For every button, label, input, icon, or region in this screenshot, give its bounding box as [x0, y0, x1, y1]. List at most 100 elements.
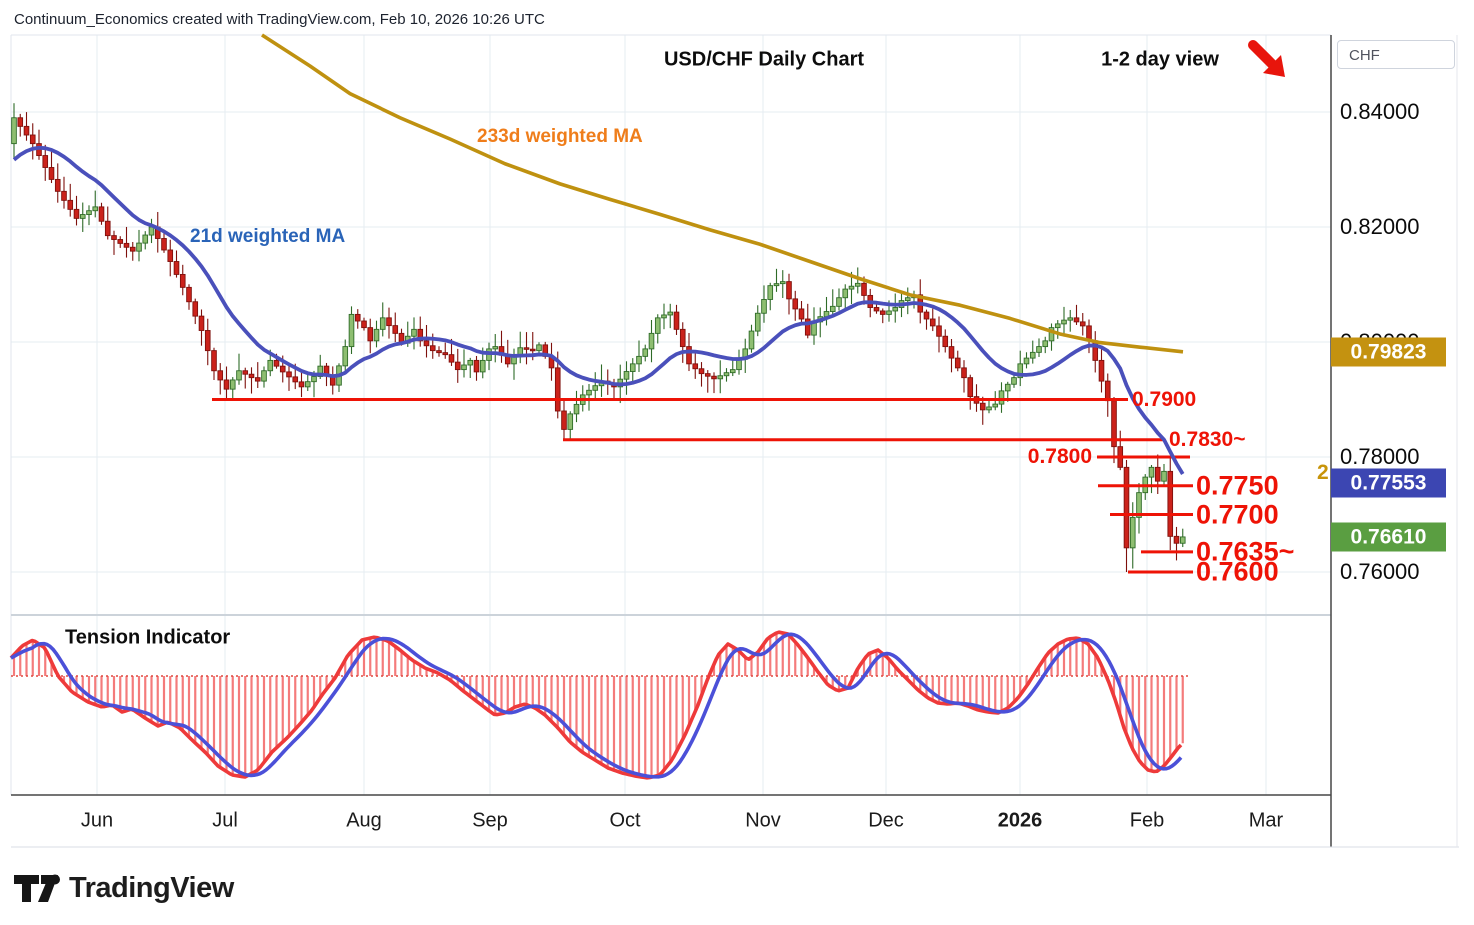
- candle-down: [129, 246, 136, 252]
- candle-down: [354, 313, 361, 322]
- candle-down: [792, 298, 799, 310]
- candle-down: [967, 377, 974, 398]
- candle-up: [842, 288, 849, 299]
- candle-up: [1011, 377, 1017, 385]
- candle-up: [779, 281, 786, 285]
- candle-down: [54, 178, 61, 192]
- candle-down: [73, 208, 80, 219]
- candle-up: [717, 375, 724, 380]
- candle-down: [454, 361, 461, 371]
- candle-down: [679, 328, 686, 348]
- candle-up: [654, 317, 661, 334]
- candle-up: [136, 242, 142, 252]
- candle-down: [367, 327, 374, 342]
- candle-up: [992, 403, 999, 408]
- candle-up: [986, 406, 992, 411]
- candle-down: [942, 335, 949, 348]
- candle-down: [17, 117, 24, 127]
- candle-down: [23, 125, 30, 136]
- candle-down: [279, 365, 286, 373]
- candle-up: [1054, 323, 1061, 329]
- ma233-line: [261, 33, 1184, 354]
- candle-up: [1129, 516, 1136, 549]
- candle-up: [236, 370, 242, 381]
- candle-up: [148, 226, 155, 236]
- candle-down: [48, 167, 55, 180]
- candle-up: [348, 313, 355, 348]
- candle-down: [961, 367, 967, 379]
- candle-up: [1004, 383, 1011, 392]
- candle-up: [267, 359, 274, 372]
- candle-down: [879, 310, 886, 315]
- candle-up: [648, 332, 655, 350]
- candle-up: [636, 355, 642, 365]
- candle-down: [529, 348, 536, 352]
- candle-down: [242, 370, 249, 375]
- candle-up: [142, 234, 149, 244]
- candle-down: [423, 340, 430, 347]
- candle-down: [561, 410, 567, 430]
- candle-down: [1073, 317, 1080, 323]
- candle-down: [804, 318, 811, 336]
- candle-down: [704, 373, 711, 377]
- candle-down: [123, 242, 130, 248]
- candle-up: [311, 376, 317, 383]
- candle-down: [67, 199, 74, 210]
- candle-up: [661, 314, 667, 319]
- candle-up: [629, 363, 636, 372]
- candle-up: [836, 297, 842, 307]
- candle-down: [1079, 321, 1086, 327]
- candle-up: [1161, 470, 1167, 482]
- candle-up: [848, 285, 855, 290]
- candle-down: [223, 379, 230, 390]
- candle-down: [554, 367, 561, 412]
- candle-up: [642, 348, 649, 357]
- candle-up: [11, 117, 17, 145]
- candle-down: [442, 352, 449, 356]
- candle-up: [304, 381, 311, 388]
- candle-down: [298, 381, 305, 388]
- candle-down: [873, 307, 880, 312]
- candle-up: [1029, 351, 1036, 359]
- candle-down: [198, 315, 205, 331]
- candle-up: [573, 403, 580, 415]
- candle-down: [673, 311, 680, 330]
- candle-up: [886, 310, 892, 315]
- candle-up: [729, 369, 736, 374]
- candle-up: [754, 312, 761, 332]
- candle-up: [492, 346, 499, 350]
- candle-up: [1042, 340, 1049, 348]
- candle-down: [211, 350, 217, 372]
- tension-blue-line: [10, 632, 1183, 779]
- candle-up: [623, 371, 630, 380]
- candle-up: [567, 413, 574, 430]
- candle-up: [998, 390, 1005, 405]
- candle-down: [1173, 535, 1180, 544]
- candle-up: [1179, 536, 1186, 544]
- candle-down: [273, 359, 280, 367]
- candle-up: [1148, 466, 1155, 478]
- candle-up: [536, 344, 542, 352]
- candle-down: [254, 377, 261, 382]
- candle-down: [173, 261, 180, 275]
- candle-down: [161, 238, 167, 251]
- candle-up: [467, 359, 474, 366]
- candle-down: [392, 325, 399, 334]
- candle-down: [948, 346, 955, 359]
- candle-up: [373, 328, 380, 342]
- candle-up: [892, 307, 899, 312]
- candle-down: [523, 347, 530, 350]
- candle-down: [286, 371, 292, 378]
- candle-up: [86, 210, 92, 215]
- candle-down: [61, 190, 67, 201]
- candle-down: [104, 220, 111, 237]
- candle-down: [861, 282, 867, 296]
- candle-down: [361, 320, 367, 329]
- candle-up: [92, 206, 99, 212]
- candle-down: [1167, 470, 1174, 537]
- candle-up: [767, 285, 774, 300]
- candle-down: [111, 235, 117, 240]
- candle-down: [929, 318, 936, 327]
- candle-down: [192, 301, 199, 317]
